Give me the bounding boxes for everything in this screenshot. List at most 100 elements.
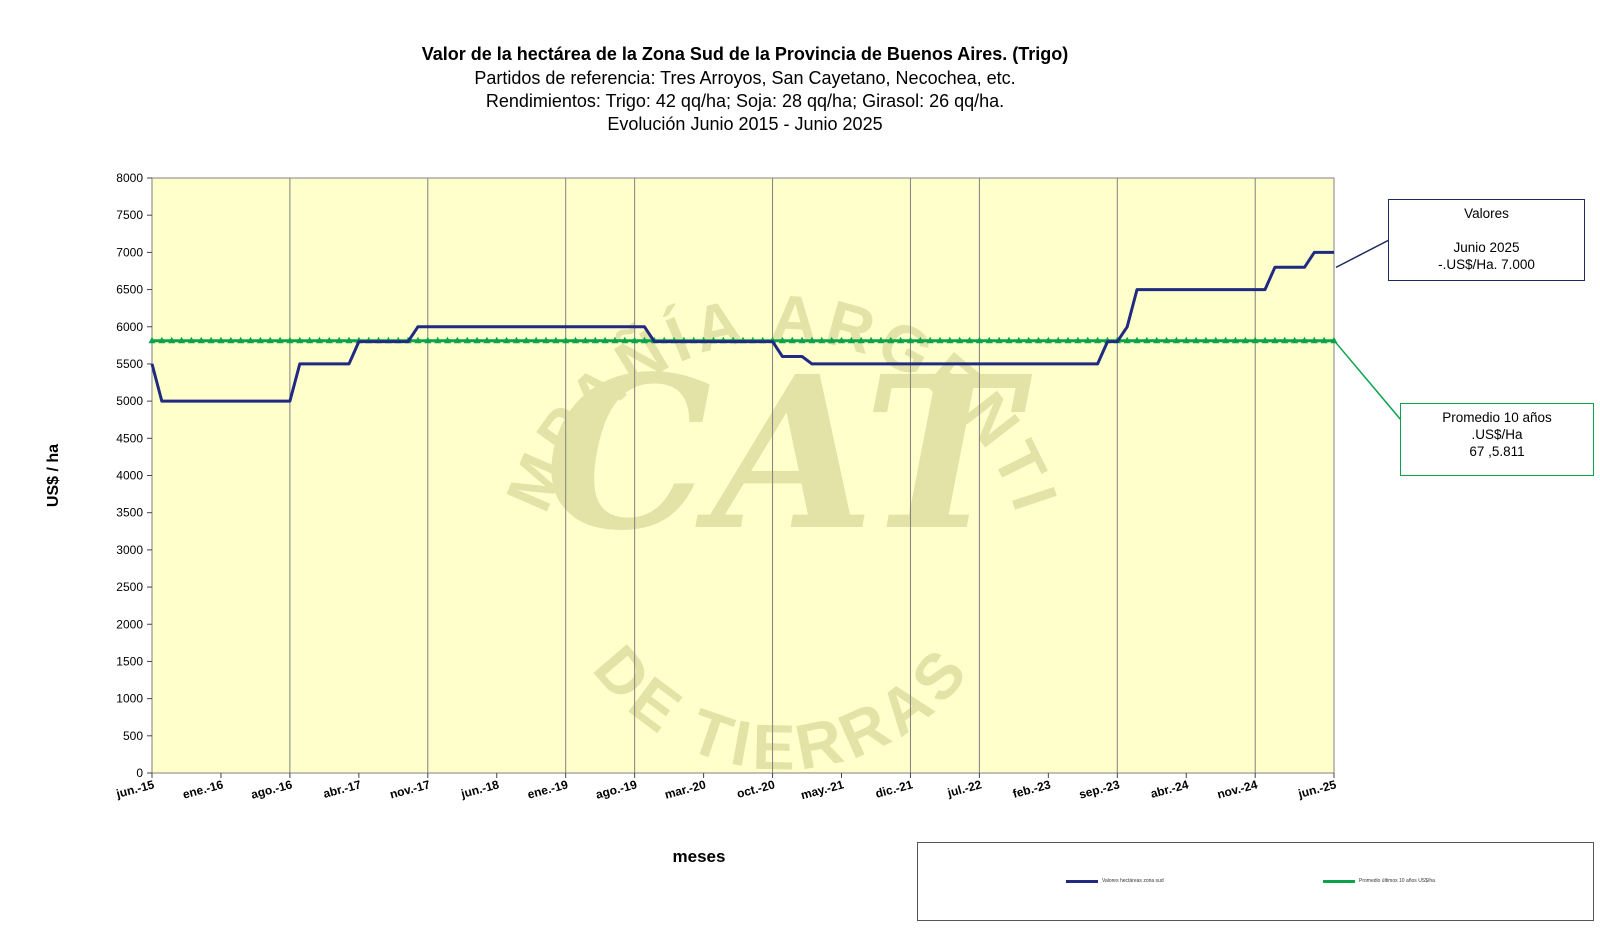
series-average-marker <box>434 336 442 344</box>
callout-heading: Valores <box>1464 206 1509 221</box>
series-average-marker <box>503 336 511 344</box>
y-tick-label: 3500 <box>116 506 143 520</box>
series-average-marker <box>611 336 619 344</box>
x-tick-label: ene.-16 <box>181 777 225 801</box>
chart-subtitle-yields: Rendimientos: Trigo: 42 qq/ha; Soja: 28 … <box>485 91 1005 111</box>
series-average-marker <box>601 336 609 344</box>
series-value-line <box>150 250 1334 403</box>
legend-swatch-average <box>1323 879 1355 883</box>
series-average-marker <box>1271 336 1279 344</box>
series-average-marker <box>315 336 323 344</box>
series-average-marker <box>867 336 875 344</box>
x-tick-label: ago.-16 <box>249 777 294 801</box>
legend-label-value: Valores hectáreas zona sud <box>1102 878 1164 884</box>
callout-connectors <box>1335 239 1402 421</box>
series-average-marker <box>1172 336 1180 344</box>
series-average-marker <box>1192 336 1200 344</box>
series-average-marker <box>187 336 195 344</box>
series-average-marker <box>424 336 432 344</box>
series-average-marker <box>542 336 550 344</box>
series-average-marker <box>463 336 471 344</box>
series-average-marker <box>916 336 924 344</box>
legend: Valores hectáreas zona sud Promedio últi… <box>917 842 1594 921</box>
series-layer <box>148 250 1338 403</box>
x-tick-label: abr.-24 <box>1149 777 1190 801</box>
x-tick-label: nov.-17 <box>388 777 432 801</box>
series-average-marker <box>572 336 580 344</box>
series-average-marker <box>631 336 639 344</box>
y-tick-label: 4000 <box>116 469 143 483</box>
series-average-marker <box>936 336 944 344</box>
series-average-marker <box>1281 336 1289 344</box>
series-average-marker <box>256 336 264 344</box>
series-average-marker <box>1133 336 1141 344</box>
series-average-marker <box>1123 336 1131 344</box>
y-tick-label: 5000 <box>116 394 143 408</box>
watermark-monogram: CAT <box>545 330 1033 577</box>
series-average-marker <box>798 336 806 344</box>
series-average-marker <box>296 336 304 344</box>
series-average-marker <box>621 336 629 344</box>
series-average-marker <box>956 336 964 344</box>
connector-value <box>1335 239 1390 269</box>
series-average-marker <box>148 336 156 344</box>
series-average-marker <box>306 336 314 344</box>
series-average-marker <box>1241 336 1249 344</box>
y-tick-label: 2000 <box>116 617 143 631</box>
x-tick-label: sep.-23 <box>1078 777 1122 801</box>
x-tick-label: dic.-21 <box>874 777 915 800</box>
series-average-marker <box>778 336 786 344</box>
callout-date: Junio 2025 <box>1453 240 1520 255</box>
series-average-marker <box>1015 336 1023 344</box>
series-average-marker <box>345 336 353 344</box>
series-average-marker <box>444 336 451 344</box>
series-average-marker <box>788 336 796 344</box>
series-average-marker <box>966 336 974 344</box>
series-average-marker <box>247 336 254 344</box>
series-average-marker <box>985 336 993 344</box>
series-average-marker <box>818 336 826 344</box>
x-tick-label: feb.-23 <box>1011 777 1052 801</box>
series-average-marker <box>286 336 294 344</box>
series-average-marker <box>946 336 954 344</box>
series-average-marker <box>237 336 245 344</box>
y-axis-label: US$ / ha <box>45 444 62 507</box>
series-average-marker <box>877 336 885 344</box>
y-tick-label: 2500 <box>116 580 143 594</box>
series-average-marker <box>1212 336 1220 344</box>
callout-average-title: Promedio 10 años <box>1442 410 1552 425</box>
series-average-marker <box>522 336 530 344</box>
series-average-marker <box>838 336 845 344</box>
series-average-marker <box>325 336 333 344</box>
series-average-marker <box>828 336 836 344</box>
series-average-marker <box>1310 336 1318 344</box>
x-axis-label: meses <box>673 847 726 866</box>
series-average-marker <box>1143 336 1151 344</box>
x-tick-label: jun.-25 <box>1296 777 1338 801</box>
series-average-marker <box>178 336 186 344</box>
legend-swatch-value <box>1066 879 1098 883</box>
x-tick-label: abr.-17 <box>322 777 363 801</box>
chart-title-block: Valor de la hectárea de la Zona Sud de l… <box>230 42 1260 136</box>
x-tick-label: jun.-15 <box>114 777 156 801</box>
series-average-marker <box>197 336 205 344</box>
series-average-marker <box>975 336 983 344</box>
grid-lines <box>289 178 1256 773</box>
series-average-marker <box>995 336 1003 344</box>
series-average-marker <box>266 336 274 344</box>
series-average-marker <box>1153 336 1161 344</box>
series-average-marker <box>168 336 176 344</box>
x-tick-label: ene.-19 <box>526 777 570 801</box>
y-tick-label: 1000 <box>116 692 143 706</box>
series-average-marker <box>1084 336 1092 344</box>
y-tick-label: 0 <box>136 766 143 780</box>
x-tick-label: nov.-24 <box>1216 777 1260 801</box>
series-average-marker <box>1182 336 1190 344</box>
y-tick-label: 1500 <box>116 654 143 668</box>
series-average-marker <box>276 336 284 344</box>
y-tick-label: 5500 <box>116 357 143 371</box>
x-axis-ticks: jun.-15 ene.-16 ago.-16 abr.-17 nov.-17 jun.-… <box>114 773 1338 802</box>
series-average-marker <box>217 336 225 344</box>
series-average-marker <box>1025 336 1033 344</box>
series-average-marker <box>532 336 540 344</box>
